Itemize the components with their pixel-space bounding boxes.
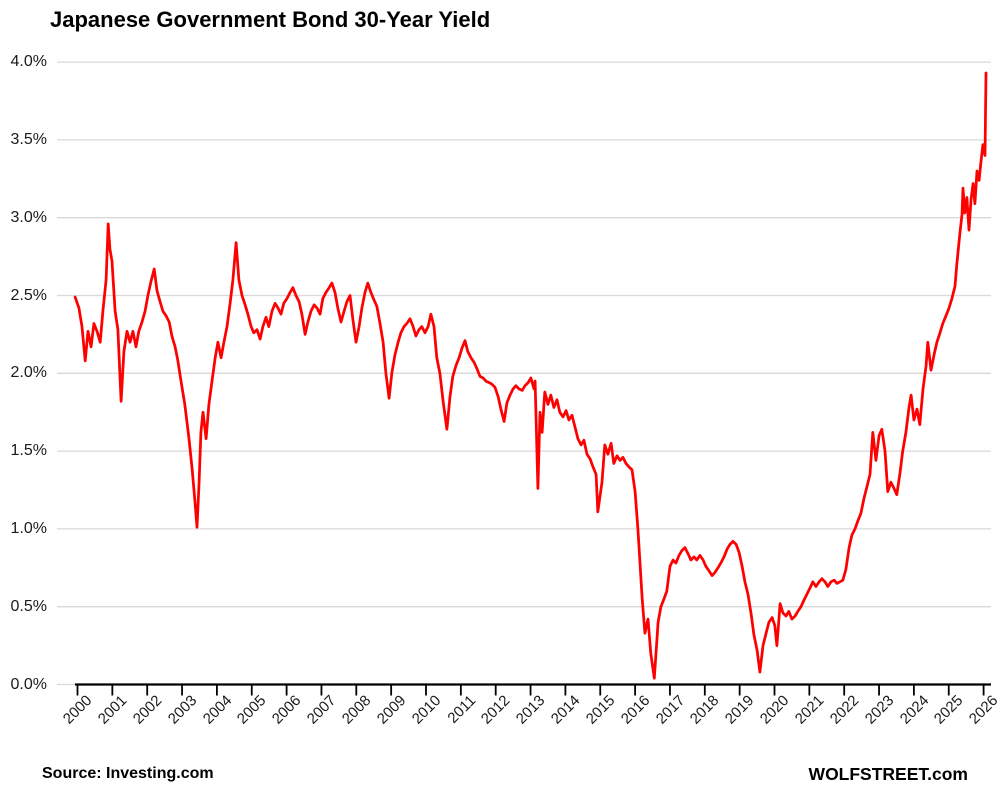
y-tick-label: 3.0%	[10, 208, 47, 226]
y-tick-label: 3.5%	[10, 130, 47, 148]
y-tick-label: 1.0%	[10, 519, 47, 537]
y-tick-label: 1.5%	[10, 442, 47, 460]
y-tick-label: 2.5%	[10, 286, 47, 304]
y-tick-label: 0.0%	[10, 675, 47, 693]
y-tick-label: 4.0%	[10, 53, 47, 71]
y-tick-label: 2.0%	[10, 364, 47, 382]
chart-title: Japanese Government Bond 30-Year Yield	[50, 7, 491, 32]
yield-line	[73, 71, 988, 680]
source-credit: Source: Investing.com	[42, 765, 214, 782]
y-tick-label: 0.5%	[10, 597, 47, 615]
brand-credit: WOLFSTREET.com	[808, 764, 968, 784]
